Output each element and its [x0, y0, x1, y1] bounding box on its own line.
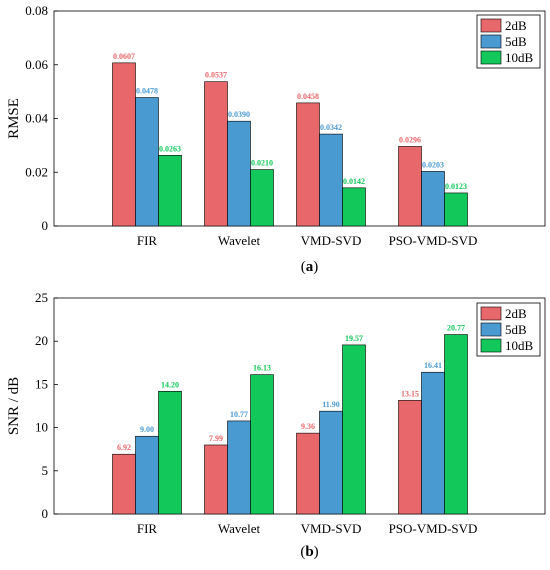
bar-5dB-wavelet	[227, 120, 251, 227]
data-label: 16.41	[424, 361, 442, 370]
bar-5dB-pso-vmd-svd	[421, 371, 445, 515]
data-label: 0.0203	[422, 160, 444, 169]
y-tick-label: 5	[42, 463, 49, 478]
bar-5dB-pso-vmd-svd	[421, 171, 445, 227]
legend-label-5dB: 5dB	[505, 322, 527, 337]
x-tick-label: PSO-VMD-SVD	[389, 233, 478, 248]
y-tick-label: 25	[35, 290, 48, 305]
y-axis-label: SNR / dB	[6, 377, 22, 435]
caption-letter: a	[306, 259, 314, 275]
bar-5dB-wavelet	[227, 420, 251, 515]
legend-label-5dB: 5dB	[505, 34, 527, 49]
panel-a-rmse-chart: 0 0.02 0.04 0.06 0.08 FIR Wavelet VMD-SVD PSO-VM…	[6, 3, 546, 275]
legend-swatch-5dB	[480, 34, 502, 49]
data-label: 0.0210	[251, 159, 273, 168]
y-tick-label: 0.08	[25, 3, 48, 18]
bar-10dB-pso-vmd-svd	[444, 192, 468, 227]
caption-letter: b	[305, 544, 313, 560]
y-tick-label: 0.04	[25, 111, 48, 126]
data-label: 0.0342	[320, 123, 342, 132]
panel-caption: (b)	[300, 544, 318, 560]
bar-10dB-fir	[158, 391, 182, 515]
data-label: 0.0390	[228, 110, 250, 119]
data-label: 14.20	[161, 380, 179, 389]
bar-10dB-wavelet	[250, 169, 274, 227]
bar-5dB-fir	[135, 97, 159, 227]
bar-10dB-vmd-svd	[342, 187, 366, 227]
bar-10dB-wavelet	[250, 374, 274, 515]
y-tick-label: 0	[42, 506, 49, 521]
y-tick-label: 15	[35, 376, 48, 391]
y-tick-label: 0	[42, 218, 49, 233]
y-tick-label: 20	[35, 333, 48, 348]
bar-2dB-pso-vmd-svd	[398, 400, 422, 515]
legend-swatch-10dB	[480, 50, 502, 65]
legend-label-2dB: 2dB	[505, 306, 527, 321]
bar-2dB-fir	[112, 62, 136, 227]
bar-2dB-vmd-svd	[296, 102, 320, 227]
data-label: 11.90	[322, 400, 340, 409]
data-label: 0.0263	[159, 144, 181, 153]
legend-swatch-10dB	[480, 338, 502, 353]
legend-label-2dB: 2dB	[505, 18, 527, 33]
bar-2dB-vmd-svd	[296, 432, 320, 515]
legend-swatch-5dB	[480, 322, 502, 337]
data-label: 19.57	[345, 334, 363, 343]
y-tick-label: 0.02	[25, 164, 48, 179]
bar-2dB-fir	[112, 453, 136, 515]
bar-10dB-vmd-svd	[342, 344, 366, 515]
data-label: 0.0296	[399, 135, 421, 144]
legend-label-10dB: 10dB	[505, 338, 534, 353]
x-tick-label: VMD-SVD	[301, 521, 362, 536]
data-label: 0.0142	[343, 177, 365, 186]
bar-10dB-pso-vmd-svd	[444, 334, 468, 515]
data-label: 0.0607	[113, 52, 135, 61]
y-tick-label: 10	[35, 420, 48, 435]
bar-2dB-wavelet	[204, 444, 228, 515]
x-tick-label: Wavelet	[218, 233, 261, 248]
bar-2dB-pso-vmd-svd	[398, 146, 422, 227]
data-label: 7.99	[209, 434, 223, 443]
x-tick-label: FIR	[137, 521, 158, 536]
data-label: 0.0458	[297, 92, 319, 101]
x-tick-label: PSO-VMD-SVD	[389, 521, 478, 536]
bar-5dB-vmd-svd	[319, 410, 343, 515]
bar-5dB-vmd-svd	[319, 133, 343, 227]
x-tick-label: VMD-SVD	[301, 233, 362, 248]
x-tick-label: FIR	[137, 233, 158, 248]
data-label: 0.0478	[136, 87, 158, 96]
panel-caption: (a)	[301, 259, 319, 275]
data-label: 20.77	[447, 324, 465, 333]
panel-b-snr-chart: 0 5 10 15 20 25 FIR Wavelet VMD-SVD PSO-VMD-SVD 6.…	[6, 290, 546, 560]
data-label: 6.92	[117, 443, 131, 452]
y-axis-label: RMSE	[6, 98, 22, 139]
data-label: 13.15	[401, 389, 419, 398]
data-label: 9.36	[301, 422, 315, 431]
data-label: 9.00	[140, 425, 154, 434]
data-label: 10.77	[230, 410, 248, 419]
data-label: 0.0537	[205, 71, 227, 80]
bar-10dB-fir	[158, 155, 182, 227]
x-tick-label: Wavelet	[218, 521, 261, 536]
legend-swatch-2dB	[480, 306, 502, 321]
legend-label-10dB: 10dB	[505, 50, 534, 65]
data-label: 0.0123	[445, 182, 467, 191]
data-label: 16.13	[253, 364, 271, 373]
bar-2dB-wavelet	[204, 81, 228, 227]
legend-swatch-2dB	[480, 18, 502, 33]
y-tick-label: 0.06	[25, 57, 48, 72]
bar-5dB-fir	[135, 435, 159, 515]
